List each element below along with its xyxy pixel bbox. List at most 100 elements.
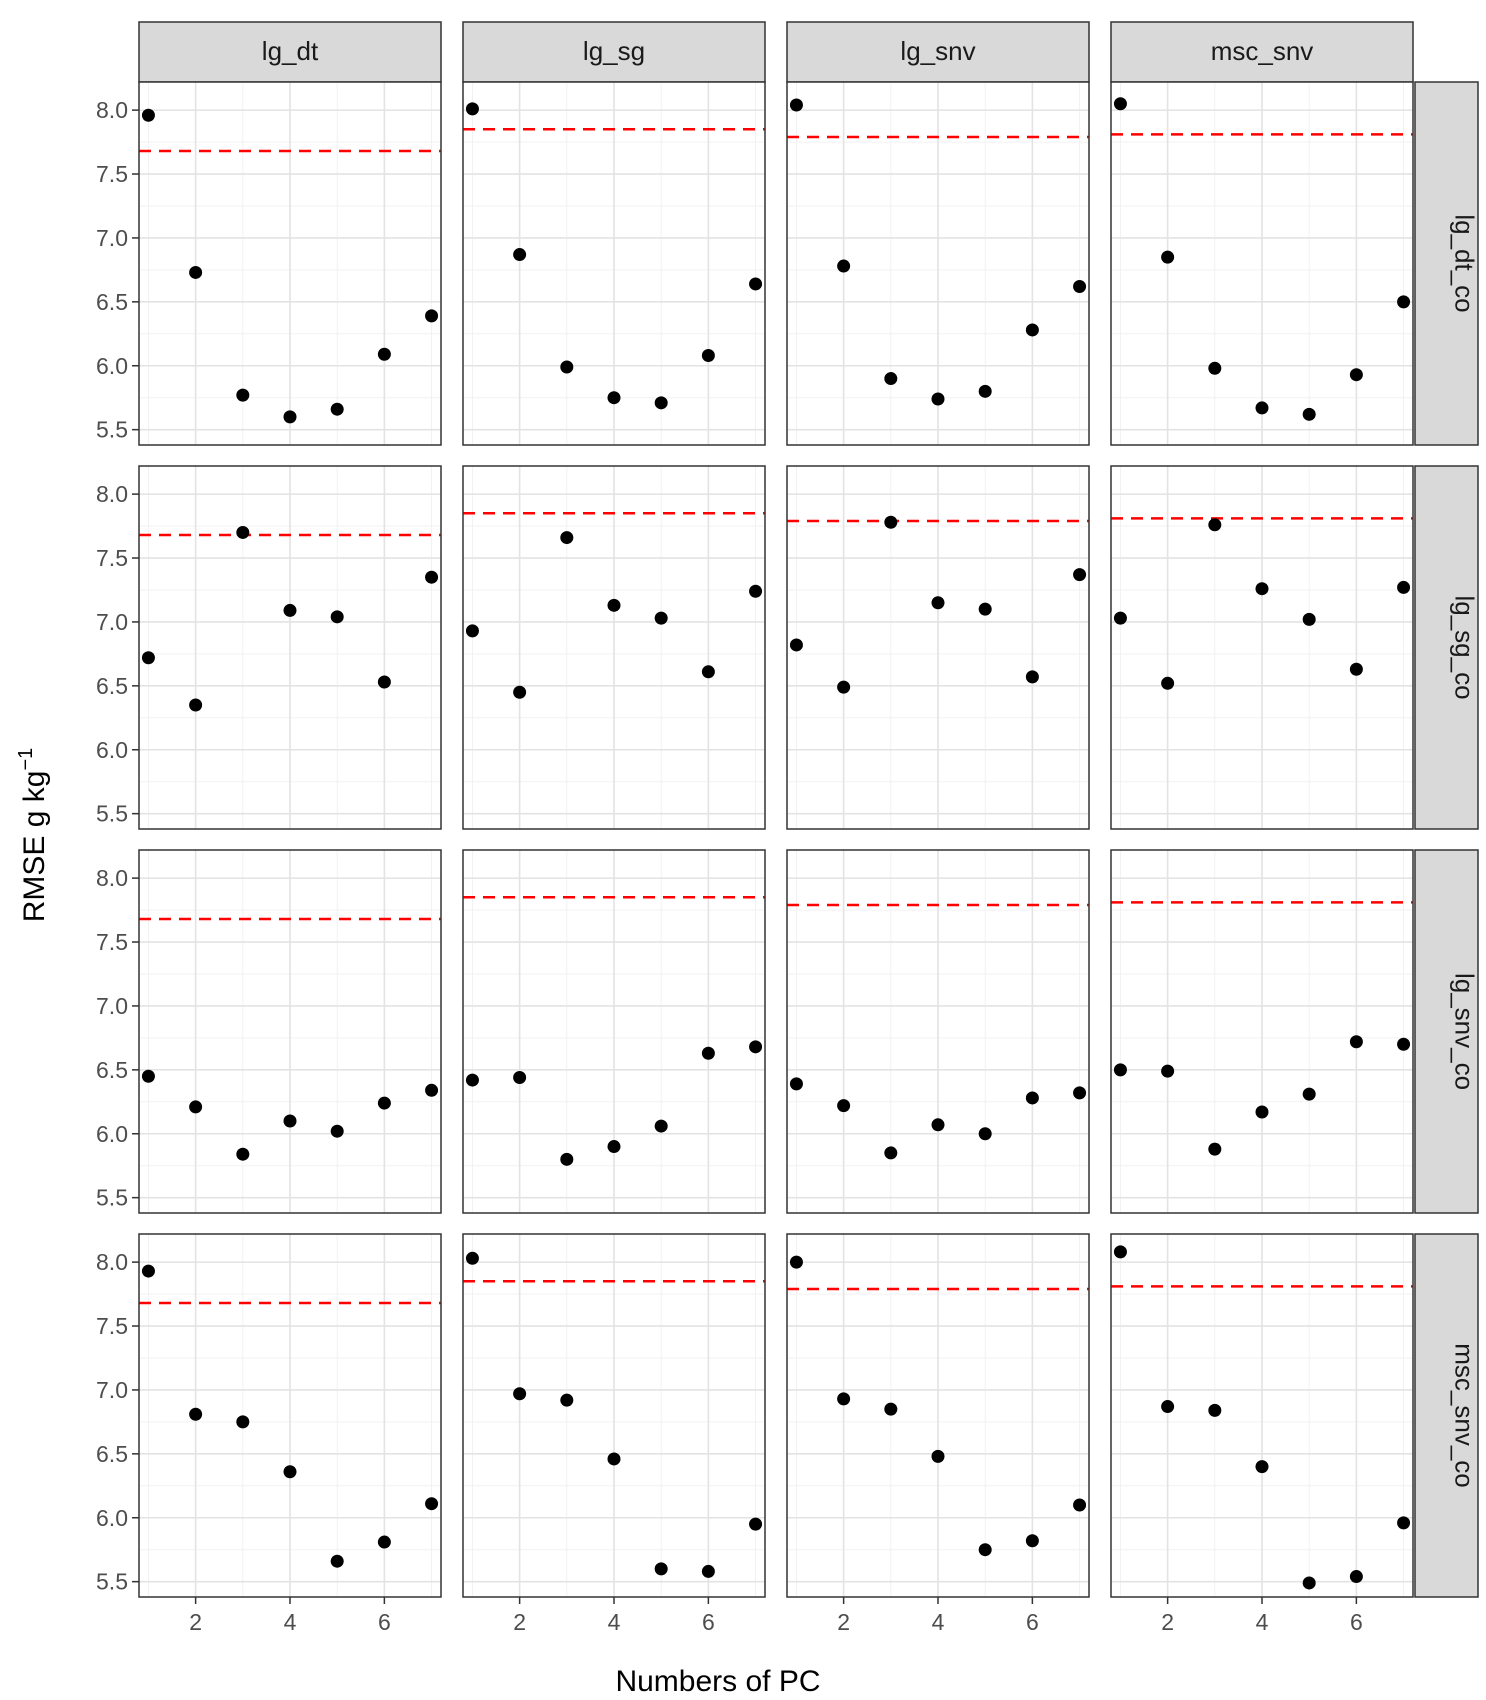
y-tick-label: 8.0: [96, 481, 128, 507]
y-tick-label: 6.5: [96, 1057, 128, 1083]
data-point: [1255, 1460, 1269, 1474]
facet-panel: [786, 1233, 1090, 1598]
data-point: [141, 651, 155, 665]
x-tick-label: 4: [284, 1609, 297, 1635]
facet-panel: [1110, 849, 1414, 1214]
y-tick-label: 5.5: [96, 1185, 128, 1211]
row-strip: [1414, 849, 1479, 1214]
data-point: [884, 372, 898, 386]
data-point: [837, 1392, 851, 1406]
facet-panel: [786, 81, 1090, 446]
data-point: [654, 396, 668, 410]
data-point: [1349, 662, 1363, 676]
data-point: [377, 1535, 391, 1549]
data-point: [1161, 250, 1175, 264]
x-tick-label: 6: [1026, 1609, 1039, 1635]
y-axis-title-main: RMSE g kg: [18, 771, 51, 923]
data-point: [789, 1077, 803, 1091]
column-strip-label: lg_snv: [900, 36, 975, 66]
row-strip-label: lg_dt_co: [1450, 214, 1480, 312]
data-point: [884, 1402, 898, 1416]
data-point: [141, 1069, 155, 1083]
data-point: [1161, 676, 1175, 690]
data-point: [283, 410, 297, 424]
data-point: [1397, 1516, 1411, 1530]
facet-panel: [786, 465, 1090, 830]
data-point: [1073, 1498, 1087, 1512]
data-point: [607, 1452, 621, 1466]
facet-panel: [1110, 465, 1414, 830]
x-tick-label: 4: [608, 1609, 621, 1635]
data-point: [377, 347, 391, 361]
y-axis-title-superscript: −1: [15, 748, 37, 771]
data-point: [1208, 361, 1222, 375]
data-point: [465, 1073, 479, 1087]
data-point: [654, 611, 668, 625]
data-point: [1302, 407, 1316, 421]
panel-border: [1110, 465, 1414, 830]
data-point: [1208, 1142, 1222, 1156]
y-axis-title: RMSE g kg−1: [15, 748, 51, 923]
data-point: [931, 392, 945, 406]
data-point: [789, 98, 803, 112]
y-tick-label: 6.5: [96, 289, 128, 315]
data-point: [513, 685, 527, 699]
row-strip: [1414, 81, 1479, 446]
x-tick-label: 6: [702, 1609, 715, 1635]
data-point: [560, 531, 574, 545]
x-tick-label: 4: [1256, 1609, 1269, 1635]
data-point: [978, 602, 992, 616]
data-point: [283, 1114, 297, 1128]
data-point: [1161, 1400, 1175, 1414]
data-point: [1349, 1570, 1363, 1584]
data-point: [837, 1099, 851, 1113]
data-point: [1113, 1245, 1127, 1259]
data-point: [283, 603, 297, 617]
data-point: [1302, 1087, 1316, 1101]
y-tick-label: 7.5: [96, 929, 128, 955]
panel-border: [462, 849, 766, 1214]
facet-panel: [1110, 1233, 1414, 1598]
data-point: [884, 1146, 898, 1160]
row-strip: [1414, 1233, 1479, 1598]
panel-border: [786, 81, 1090, 446]
panel-border: [462, 465, 766, 830]
data-point: [425, 1083, 439, 1097]
data-point: [425, 1497, 439, 1511]
column-strip: [786, 21, 1090, 83]
facet-panel: [1110, 81, 1414, 446]
panel-border: [1110, 849, 1414, 1214]
data-point: [789, 638, 803, 652]
data-point: [513, 1387, 527, 1401]
data-point: [330, 610, 344, 624]
data-point: [425, 570, 439, 584]
data-point: [931, 1118, 945, 1132]
panel-border: [138, 81, 442, 446]
data-point: [1397, 295, 1411, 309]
data-point: [749, 277, 763, 291]
x-axis-title: Numbers of PC: [615, 1665, 820, 1698]
y-tick-label: 7.0: [96, 993, 128, 1019]
data-point: [837, 680, 851, 694]
data-point: [607, 598, 621, 612]
data-point: [1025, 323, 1039, 337]
data-point: [701, 349, 715, 363]
facet-panel: [462, 1233, 766, 1598]
data-point: [1073, 568, 1087, 582]
row-strip-label: lg_sg_co: [1450, 595, 1480, 699]
data-point: [236, 388, 250, 402]
y-tick-label: 6.0: [96, 353, 128, 379]
x-tick-label: 6: [1350, 1609, 1363, 1635]
y-tick-label: 6.0: [96, 1505, 128, 1531]
data-point: [749, 1040, 763, 1054]
x-tick-label: 2: [837, 1609, 850, 1635]
y-tick-label: 7.5: [96, 161, 128, 187]
panel-border: [1110, 81, 1414, 446]
data-point: [607, 391, 621, 405]
data-point: [1113, 611, 1127, 625]
y-tick-label: 6.0: [96, 1121, 128, 1147]
y-tick-label: 8.0: [96, 865, 128, 891]
data-point: [1025, 670, 1039, 684]
data-point: [189, 1100, 203, 1114]
